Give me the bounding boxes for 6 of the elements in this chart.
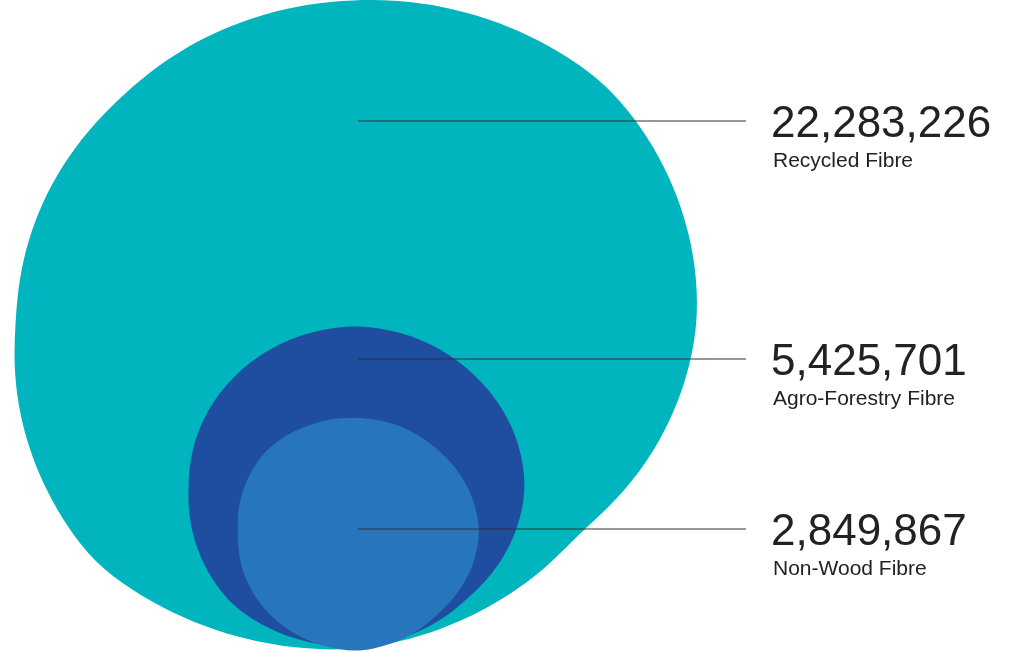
data-label: 22,283,226 — [771, 97, 992, 146]
category-label: Recycled Fibre — [773, 148, 914, 171]
data-label: 5,425,701 — [771, 335, 967, 384]
category-label: Agro-Forestry Fibre — [773, 386, 956, 409]
data-label: 2,849,867 — [771, 505, 967, 554]
category-label: Non-Wood Fibre — [773, 556, 927, 579]
